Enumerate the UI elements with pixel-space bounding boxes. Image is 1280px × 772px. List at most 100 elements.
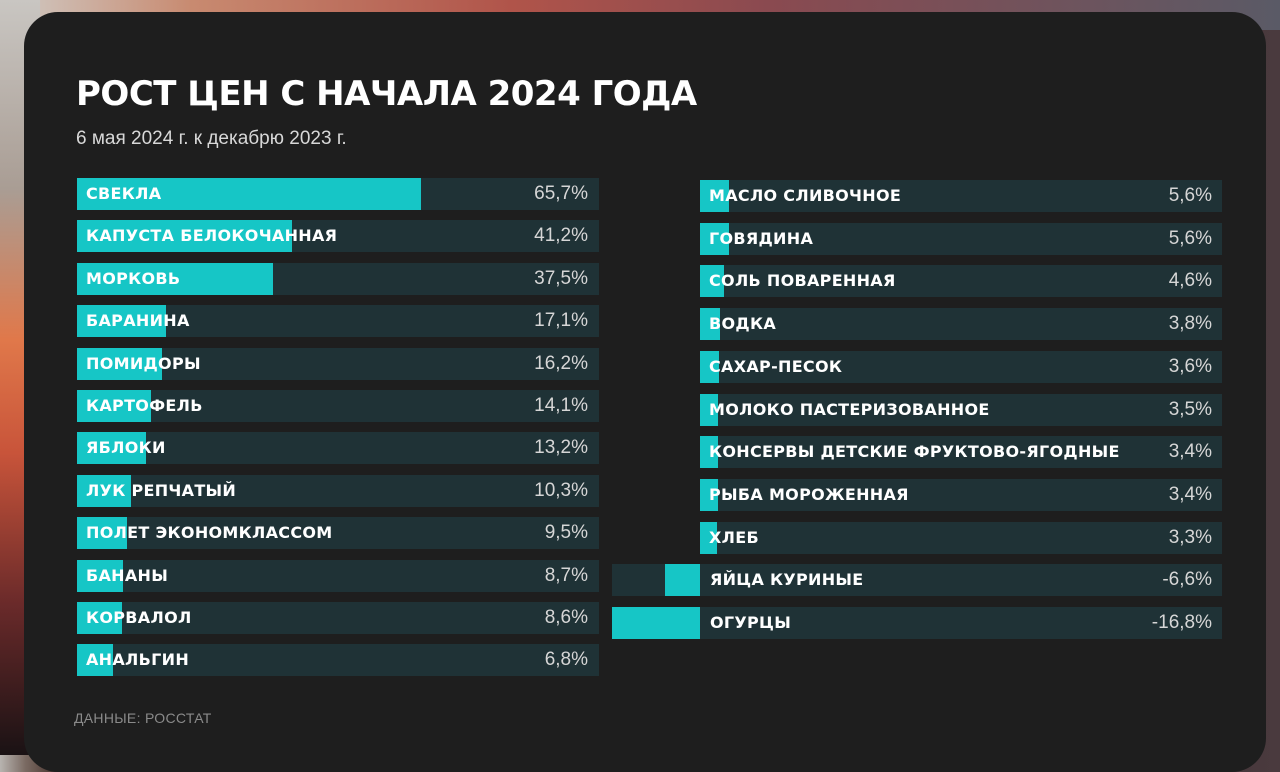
bar-row: КАРТОФЕЛЬ 14,1% <box>0 390 1280 422</box>
bar-label: ПОМИДОРЫ <box>86 354 201 373</box>
bar-value-label: 3,8% <box>1168 313 1212 334</box>
bar-value-label: 41,2% <box>534 225 588 246</box>
bar-track <box>700 479 1222 511</box>
bar-row: СВЕКЛА 65,7% <box>0 178 1280 210</box>
bar <box>700 180 730 212</box>
bar <box>77 432 147 464</box>
bar-row: ЛУК РЕПЧАТЫЙ 10,3% <box>0 475 1280 507</box>
bar-value-label: 9,5% <box>544 522 588 543</box>
bar-row: БАНАНЫ 8,7% <box>0 560 1280 592</box>
bar-label: КОРВАЛОЛ <box>86 608 192 627</box>
bar-value-label: 14,1% <box>534 395 588 416</box>
bar <box>77 305 167 337</box>
bar <box>700 436 718 468</box>
bar-label: ОГУРЦЫ <box>710 613 792 632</box>
bar-label: БАНАНЫ <box>86 566 169 585</box>
bar-label: ЛУК РЕПЧАТЫЙ <box>86 481 237 500</box>
bar-row: РЫБА МОРОЖЕННАЯ 3,4% <box>0 479 1280 511</box>
bar-row: БАРАНИНА 17,1% <box>0 305 1280 337</box>
bar-value-label: 8,7% <box>544 565 588 586</box>
bar-track <box>700 436 1222 468</box>
bar-track <box>612 607 1222 639</box>
bar-label: РЫБА МОРОЖЕННАЯ <box>709 485 909 504</box>
chart-title: РОСТ ЦЕН С НАЧАЛА 2024 ГОДА <box>76 74 697 114</box>
bar-track <box>612 564 1222 596</box>
bar-row: СОЛЬ ПОВАРЕННАЯ 4,6% <box>0 265 1280 297</box>
bar <box>700 394 719 426</box>
chart-subtitle: 6 мая 2024 г. к декабрю 2023 г. <box>76 128 347 149</box>
bar <box>77 475 131 507</box>
bar-value-label: 4,6% <box>1168 270 1212 291</box>
bar-row: ВОДКА 3,8% <box>0 308 1280 340</box>
bar-value-label: 5,6% <box>1168 228 1212 249</box>
bar-value-label: -16,8% <box>1151 612 1212 633</box>
bar <box>77 517 127 549</box>
bar-label: КАПУСТА БЕЛОКОЧАННАЯ <box>86 226 338 245</box>
bar <box>77 220 293 252</box>
bar-value-label: 3,6% <box>1168 356 1212 377</box>
bar-value-label: 3,4% <box>1168 441 1212 462</box>
bar-row: МОРКОВЬ 37,5% <box>0 263 1280 295</box>
bar-track <box>77 560 599 592</box>
bar-value-label: 13,2% <box>534 437 588 458</box>
bar-track <box>700 351 1222 383</box>
bar-row: КОНСЕРВЫ ДЕТСКИЕ ФРУКТОВО-ЯГОДНЫЕ 3,4% <box>0 436 1280 468</box>
bar-value-label: 10,3% <box>534 480 588 501</box>
bar-value-label: -6,6% <box>1162 569 1212 590</box>
bar-value-label: 37,5% <box>534 268 588 289</box>
bar-value-label: 17,1% <box>534 310 588 331</box>
bar-track <box>700 394 1222 426</box>
bar-track <box>77 644 599 676</box>
source-note: ДАННЫЕ: РОССТАТ <box>74 710 212 726</box>
bar <box>700 265 725 297</box>
bar-label: ПОЛЕТ ЭКОНОМКЛАССОМ <box>86 523 333 542</box>
bar-value-label: 6,8% <box>544 649 588 670</box>
bar-row: САХАР-ПЕСОК 3,6% <box>0 351 1280 383</box>
bar <box>612 607 700 639</box>
bar-label: АНАЛЬГИН <box>86 650 190 669</box>
bar <box>700 351 719 383</box>
bar <box>700 223 730 255</box>
bar-track <box>700 308 1222 340</box>
bar-row: МОЛОКО ПАСТЕРИЗОВАННОЕ 3,5% <box>0 394 1280 426</box>
bar-row: КАПУСТА БЕЛОКОЧАННАЯ 41,2% <box>0 220 1280 252</box>
bar-track <box>700 223 1222 255</box>
bar-label: САХАР-ПЕСОК <box>709 357 843 376</box>
bar-label: СОЛЬ ПОВАРЕННАЯ <box>709 271 896 290</box>
bar-label: ГОВЯДИНА <box>709 229 814 248</box>
bar-label: ЯЙЦА КУРИНЫЕ <box>710 570 864 589</box>
bar-label: КАРТОФЕЛЬ <box>86 396 203 415</box>
bar-track <box>77 602 599 634</box>
bar-label: МАСЛО СЛИВОЧНОЕ <box>709 186 902 205</box>
bar-value-label: 5,6% <box>1168 185 1212 206</box>
bar-track <box>77 348 599 380</box>
bar-value-label: 3,5% <box>1168 399 1212 420</box>
bar-label: МОРКОВЬ <box>86 269 181 288</box>
bar <box>77 263 274 295</box>
bar-track <box>77 390 599 422</box>
bar <box>77 178 421 210</box>
bar <box>700 522 718 554</box>
bar-value-label: 3,3% <box>1168 527 1212 548</box>
bar-label: ВОДКА <box>709 314 777 333</box>
bar <box>700 308 720 340</box>
bar-label: КОНСЕРВЫ ДЕТСКИЕ ФРУКТОВО-ЯГОДНЫЕ <box>709 442 1120 461</box>
bar <box>77 560 123 592</box>
bar <box>77 390 151 422</box>
bar-row: ОГУРЦЫ -16,8% <box>0 607 1280 639</box>
bar-label: МОЛОКО ПАСТЕРИЗОВАННОЕ <box>709 400 990 419</box>
bar-track <box>77 517 599 549</box>
bar-value-label: 3,4% <box>1168 484 1212 505</box>
bar-row: ЯЙЦА КУРИНЫЕ -6,6% <box>0 564 1280 596</box>
bar-row: ПОМИДОРЫ 16,2% <box>0 348 1280 380</box>
bar <box>77 644 113 676</box>
bar <box>77 602 122 634</box>
bar-row: ГОВЯДИНА 5,6% <box>0 223 1280 255</box>
bar-row: КОРВАЛОЛ 8,6% <box>0 602 1280 634</box>
bar-value-label: 16,2% <box>534 353 588 374</box>
bar <box>700 479 718 511</box>
bar-row: ХЛЕБ 3,3% <box>0 522 1280 554</box>
bar-row: МАСЛО СЛИВОЧНОЕ 5,6% <box>0 180 1280 212</box>
bar-track <box>700 265 1222 297</box>
bar-label: ЯБЛОКИ <box>86 438 166 457</box>
